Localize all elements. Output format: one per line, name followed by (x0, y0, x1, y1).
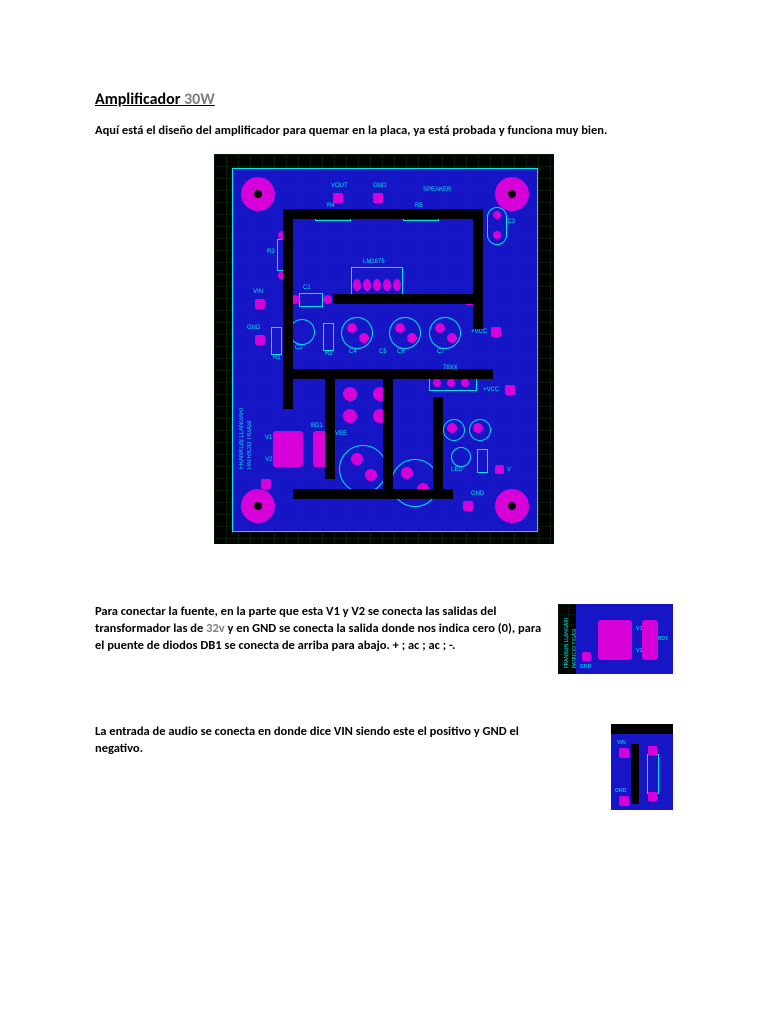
title-main: Amplificador (95, 90, 180, 109)
section-audio: La entrada de audio se conecta en donde … (95, 724, 673, 810)
section-power-text: Para conectar la fuente, en la parte que… (95, 604, 542, 655)
pcb-figure: VOUT GND SPEAKER R4 R5 C3 (95, 154, 673, 544)
page-title: Amplificador 30W (95, 90, 673, 109)
pcb-board-image: VOUT GND SPEAKER R4 R5 C3 (214, 154, 554, 544)
section-power: Para conectar la fuente, en la parte que… (95, 604, 673, 674)
title-watt: 30W (184, 90, 215, 109)
intro-text: Aquí está el diseño del amplificador par… (95, 123, 673, 140)
thumb-audio: VIN GND R1 (611, 724, 673, 810)
section-audio-text: La entrada de audio se conecta en donde … (95, 724, 542, 758)
thumb-power: FRANKLIN LLANGARI PATRICIO TIGASI V1 V2 … (558, 604, 673, 674)
